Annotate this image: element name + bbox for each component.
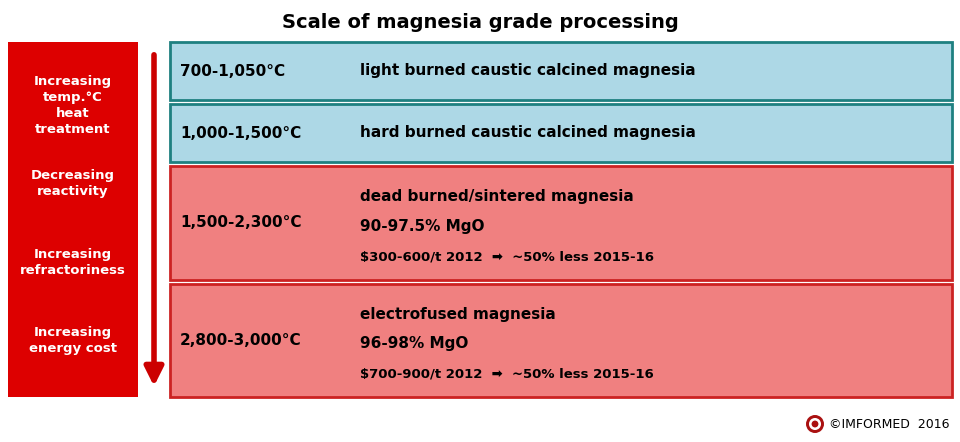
Text: ©IMFORMED  2016: ©IMFORMED 2016: [829, 418, 949, 431]
Bar: [170, 166, 952, 279]
Text: Decreasing
reactivity: Decreasing reactivity: [31, 169, 115, 198]
Circle shape: [811, 421, 819, 427]
Text: electrofused magnesia: electrofused magnesia: [360, 307, 556, 322]
Text: 96-98% MgO: 96-98% MgO: [360, 336, 468, 351]
Text: 1,500-2,300°C: 1,500-2,300°C: [180, 215, 301, 230]
Bar: [170, 42, 952, 100]
Text: hard burned caustic calcined magnesia: hard burned caustic calcined magnesia: [360, 126, 696, 141]
Bar: [8, 42, 138, 397]
Text: 700-1,050°C: 700-1,050°C: [180, 64, 285, 79]
Circle shape: [809, 418, 821, 430]
Text: 1,000-1,500°C: 1,000-1,500°C: [180, 126, 301, 141]
Text: light burned caustic calcined magnesia: light burned caustic calcined magnesia: [360, 64, 696, 79]
Text: Increasing
refractoriness: Increasing refractoriness: [20, 248, 126, 277]
Bar: [170, 283, 952, 397]
Text: $300-600/t 2012  ➡  ~50% less 2015-16: $300-600/t 2012 ➡ ~50% less 2015-16: [360, 250, 654, 263]
Text: 90-97.5% MgO: 90-97.5% MgO: [360, 219, 485, 234]
Bar: [170, 104, 952, 162]
Text: Scale of magnesia grade processing: Scale of magnesia grade processing: [281, 12, 679, 31]
Circle shape: [806, 415, 824, 433]
Text: $700-900/t 2012  ➡  ~50% less 2015-16: $700-900/t 2012 ➡ ~50% less 2015-16: [360, 368, 654, 381]
Text: 2,800-3,000°C: 2,800-3,000°C: [180, 333, 301, 348]
Text: Increasing
temp.°C
heat
treatment: Increasing temp.°C heat treatment: [34, 76, 112, 137]
Text: dead burned/sintered magnesia: dead burned/sintered magnesia: [360, 189, 634, 204]
Text: Increasing
energy cost: Increasing energy cost: [29, 326, 117, 354]
